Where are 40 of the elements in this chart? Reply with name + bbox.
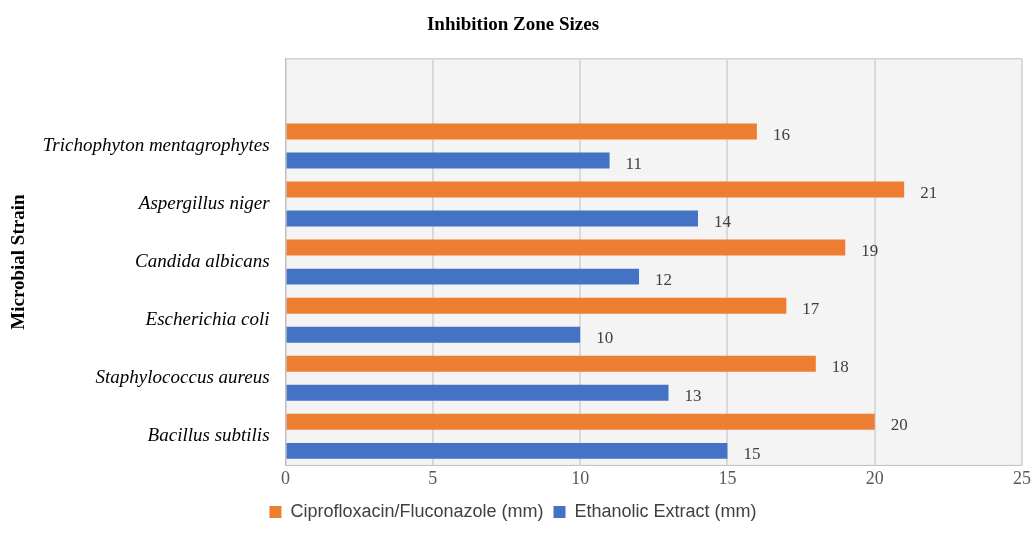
y-tick-label: Staphylococcus aureus (95, 366, 270, 388)
bar (286, 442, 728, 459)
data-label: 11 (625, 153, 642, 173)
bar (286, 181, 905, 198)
x-tick-label: 0 (281, 467, 291, 488)
bar (286, 355, 816, 372)
data-label: 18 (831, 357, 849, 377)
y-axis-title: Microbial Strain (7, 194, 29, 330)
legend-label: Ciprofloxacin/Fluconazole (mm) (290, 500, 544, 521)
y-tick-label: Aspergillus niger (136, 192, 271, 214)
bar (286, 268, 640, 285)
chart-title: Inhibition Zone Sizes (426, 13, 600, 35)
data-label: 16 (772, 124, 790, 144)
data-label: 17 (802, 299, 820, 319)
legend-label: Ethanolic Extract (mm) (574, 500, 757, 521)
bar (286, 152, 610, 169)
data-label: 21 (920, 182, 938, 202)
y-tick-label: Trichophyton mentagrophytes (42, 133, 270, 155)
x-tick-label: 25 (1013, 467, 1031, 488)
bar (286, 413, 875, 430)
bar (286, 326, 581, 343)
y-tick-label: Escherichia coli (144, 308, 270, 330)
data-label: 14 (713, 212, 732, 231)
data-label: 12 (655, 270, 673, 290)
data-label: 19 (861, 241, 879, 261)
x-tick-label: 20 (865, 467, 884, 488)
bar (286, 384, 669, 401)
x-tick-label: 10 (571, 467, 590, 488)
bar (286, 210, 698, 227)
data-label: 15 (743, 444, 761, 464)
bar (286, 123, 757, 140)
y-tick-label: Bacillus subtilis (147, 424, 270, 446)
data-label: 20 (890, 415, 908, 435)
y-tick-label: Candida albicans (134, 250, 270, 272)
bar (286, 239, 846, 256)
x-tick-label: 5 (428, 467, 438, 488)
data-label: 10 (596, 328, 614, 348)
data-label: 13 (684, 386, 702, 406)
bar (286, 297, 787, 314)
x-tick-label: 15 (718, 467, 737, 488)
